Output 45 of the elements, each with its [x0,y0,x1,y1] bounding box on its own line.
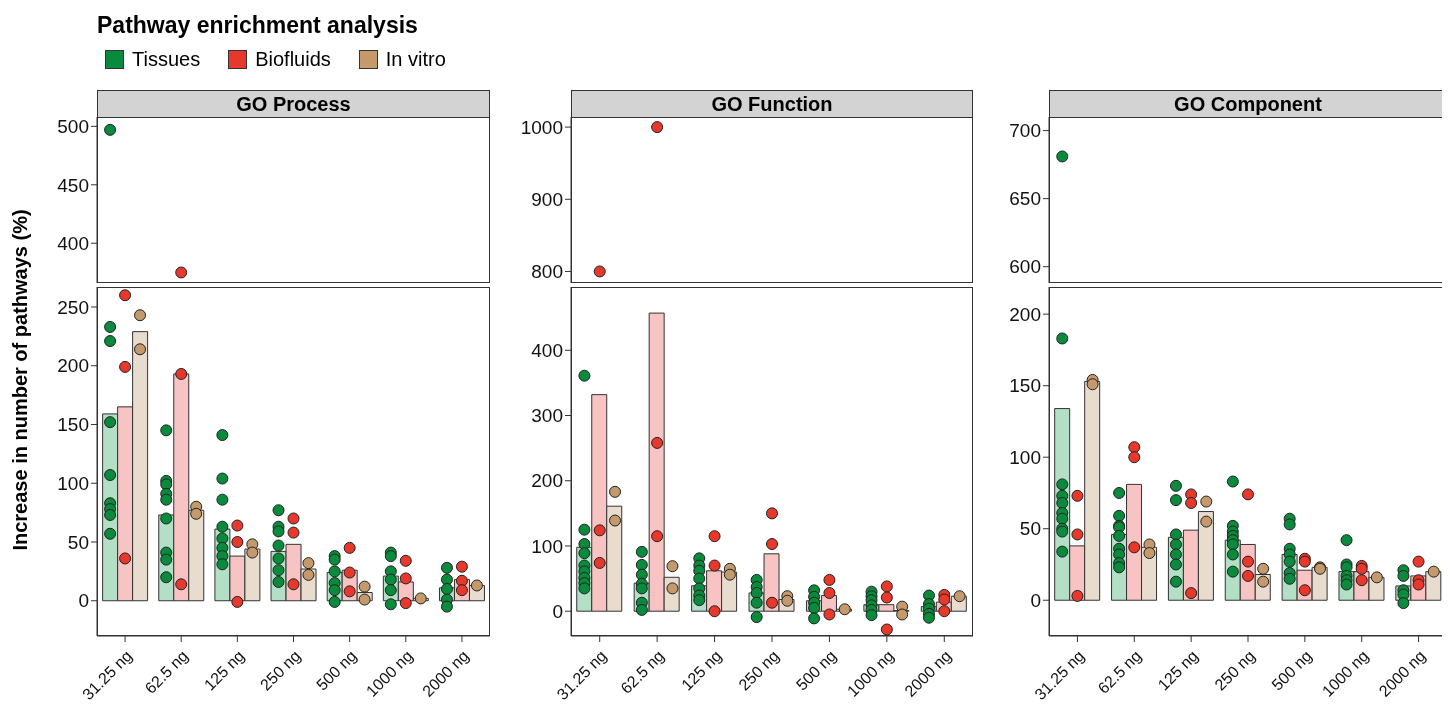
chart-subtitle: GO Process [97,90,490,118]
chart-title: Pathway enrichment analysis [97,12,418,39]
x-tick-label: 125 ng [1154,647,1202,694]
y-tick-label: 150 [57,414,89,436]
y-axis-title: Increase in number of pathways (%) [8,209,32,551]
x-tick-label: 250 ng [1211,647,1259,694]
chart-subtitle: GO Function [571,90,973,118]
legend-label: Tissues [132,48,201,71]
x-tick-label: 62.5 ng [1094,647,1145,697]
y-tick-label: 800 [531,261,563,283]
y-tick-label: 50 [67,531,89,553]
y-tick-label: 1000 [520,116,563,138]
y-tick-label: 250 [57,296,89,318]
y-tick-label: 650 [1009,188,1041,210]
y-tick-label: 100 [57,472,89,494]
x-tick-label: 250 ng [256,647,304,694]
y-tick-label: 700 [1009,120,1041,142]
x-tick-label: 62.5 ng [617,647,668,697]
y-tick-label: 400 [57,233,89,254]
x-tick-label: 500 ng [792,647,840,694]
y-tick-label: 100 [531,535,563,557]
y-tick-label: 50 [1019,518,1041,540]
chart-subtitle: GO Component [1173,92,1323,117]
x-tick-label: 250 ng [735,647,783,694]
x-tick-label: 125 ng [200,647,248,694]
x-tick-label: 125 ng [677,647,725,694]
y-tick-label: 0 [78,590,89,612]
y-tick-label: 0 [552,600,563,622]
x-tick-label: 62.5 ng [141,647,192,697]
y-tick-label: 300 [531,405,563,427]
legend-label: Biofluids [255,48,331,71]
y-tick-label: 0 [1030,589,1041,611]
y-tick-label: 200 [531,470,563,492]
y-tick-label: 100 [1009,446,1041,468]
x-tick-label: 500 ng [1268,647,1315,694]
y-tick-label: 500 [57,116,89,138]
y-tick-label: 900 [531,189,563,211]
y-tick-label: 150 [1009,375,1041,397]
x-tick-label: 500 ng [313,647,360,694]
y-tick-label: 400 [531,340,563,362]
y-tick-label: 450 [57,174,89,196]
y-tick-label: 200 [1009,303,1041,325]
legend-label: In vitro [385,48,446,71]
y-tick-label: 200 [57,355,89,377]
y-tick-label: 600 [1009,256,1041,278]
